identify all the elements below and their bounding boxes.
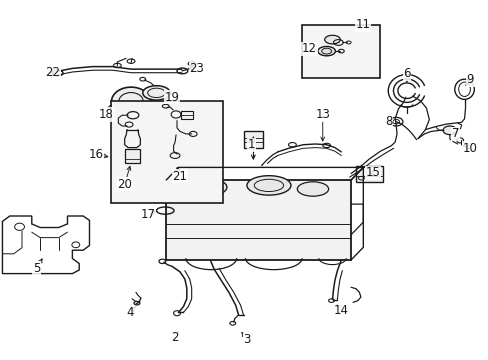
- Text: 13: 13: [315, 108, 329, 121]
- Text: 8: 8: [384, 115, 392, 128]
- Ellipse shape: [185, 178, 226, 196]
- Text: 18: 18: [99, 108, 114, 121]
- Text: 19: 19: [164, 91, 179, 104]
- Ellipse shape: [297, 182, 328, 196]
- Ellipse shape: [142, 86, 170, 100]
- Text: 17: 17: [140, 208, 155, 221]
- Text: 11: 11: [355, 18, 369, 31]
- Text: 6: 6: [402, 67, 410, 80]
- Text: 22: 22: [45, 66, 60, 78]
- Bar: [302, 25, 380, 78]
- Text: 9: 9: [466, 73, 473, 86]
- Ellipse shape: [442, 126, 456, 135]
- Text: 2: 2: [171, 331, 179, 344]
- Ellipse shape: [246, 176, 290, 195]
- Text: 3: 3: [243, 333, 250, 346]
- Text: 14: 14: [333, 304, 348, 317]
- Text: 15: 15: [365, 166, 379, 179]
- Text: 20: 20: [117, 178, 132, 191]
- Bar: [181, 111, 193, 119]
- Text: 5: 5: [33, 262, 41, 275]
- Bar: [111, 101, 223, 203]
- Text: 10: 10: [462, 142, 477, 155]
- Bar: [166, 180, 350, 260]
- Text: 21: 21: [172, 170, 187, 183]
- Ellipse shape: [324, 35, 340, 44]
- Text: 7: 7: [451, 127, 459, 140]
- Text: 4: 4: [126, 306, 134, 319]
- Bar: [355, 166, 382, 182]
- Bar: [125, 149, 140, 163]
- Text: 23: 23: [189, 62, 203, 75]
- Ellipse shape: [317, 46, 335, 56]
- Ellipse shape: [111, 87, 150, 116]
- Bar: [243, 131, 263, 148]
- Text: 16: 16: [89, 148, 103, 161]
- Text: 1: 1: [247, 138, 255, 151]
- Text: 12: 12: [302, 42, 316, 55]
